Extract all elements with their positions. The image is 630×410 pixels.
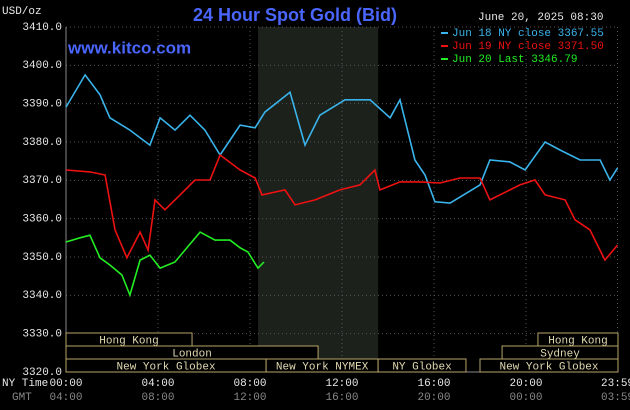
y-tick-label: 3350.0 (22, 252, 62, 264)
price-line (65, 73, 619, 204)
x-tick-label: 04:00 (141, 378, 174, 390)
y-tick-label: 3370.0 (22, 175, 62, 187)
x-tick-label: 00:00 (49, 378, 82, 390)
gmt-tick-label: 00:00 (509, 392, 542, 404)
session-label: NY Globex (392, 361, 452, 373)
y-tick-label: 3360.0 (22, 214, 62, 226)
session-bar (479, 358, 619, 373)
legend-label: Jun 19 NY close 3371.50 (452, 41, 604, 53)
y-tick-label: 3390.0 (22, 99, 62, 111)
session-label: New York Globex (117, 361, 216, 373)
session-label: New York NYMEX (276, 361, 369, 373)
site-label: www.kitco.com (67, 38, 191, 57)
x-tick-label: 16:00 (417, 378, 450, 390)
session-label: Hong Kong (548, 335, 607, 347)
x-tick-label: 23:59 (601, 378, 630, 390)
y-tick-label: 3330.0 (22, 329, 62, 341)
y-tick-label: 3340.0 (22, 290, 62, 302)
chart-title: 24 Hour Spot Gold (Bid) (193, 5, 397, 25)
x-tick-label: 12:00 (325, 378, 358, 390)
session-label: Hong Kong (99, 335, 158, 347)
legend-label: Jun 18 NY close 3367.55 (452, 28, 604, 40)
gmt-tick-label: 12:00 (233, 392, 266, 404)
x-tick-label: 20:00 (509, 378, 542, 390)
gmt-tick-label: 03:59 (601, 392, 630, 404)
session-label: New York Globex (499, 361, 598, 373)
session-bar (377, 358, 467, 373)
y-tick-label: 3410.0 (22, 22, 62, 34)
ny-time-label: NY Time (2, 378, 48, 390)
gmt-tick-label: 04:00 (49, 392, 82, 404)
y-tick-label: 3400.0 (22, 60, 62, 72)
timestamp: June 20, 2025 08:30 (478, 12, 603, 24)
gmt-tick-label: 20:00 (417, 392, 450, 404)
x-tick-label: 08:00 (233, 378, 266, 390)
unit-label: USD/oz (2, 6, 42, 18)
gmt-label: GMT (12, 392, 32, 404)
gmt-tick-label: 08:00 (141, 392, 174, 404)
price-line (65, 153, 619, 262)
session-label: Sydney (540, 348, 580, 360)
gmt-tick-label: 16:00 (325, 392, 358, 404)
y-tick-label: 3320.0 (22, 367, 62, 379)
price-line (65, 231, 265, 298)
session-label: London (172, 348, 212, 360)
legend-label: Jun 20 Last 3346.79 (452, 54, 577, 66)
y-tick-label: 3380.0 (22, 137, 62, 149)
